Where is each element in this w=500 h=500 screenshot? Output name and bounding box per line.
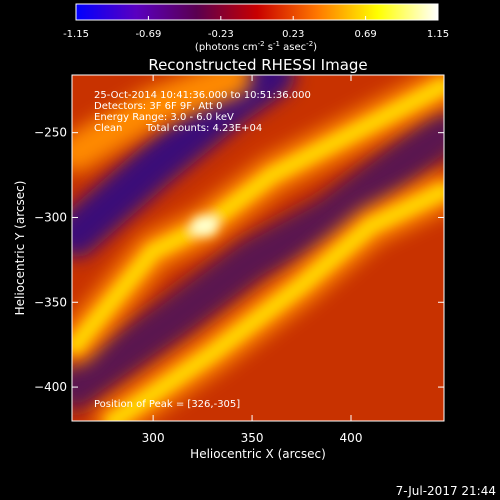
y-tick-label: −300 xyxy=(34,210,67,224)
chart-title: Reconstructed RHESSI Image xyxy=(148,56,367,74)
colorbar-tick-label: -0.23 xyxy=(208,29,234,40)
x-tick-label: 350 xyxy=(241,431,264,445)
x-tick-label: 400 xyxy=(340,431,363,445)
dark-band xyxy=(72,109,444,411)
y-tick-label: −350 xyxy=(34,295,67,309)
clean-text: Clean xyxy=(94,123,122,134)
colorbar-tick-label: -0.69 xyxy=(135,29,161,40)
y-axis-label: Heliocentric Y (arcsec) xyxy=(13,181,27,316)
energy-range-text: Energy Range: 3.0 - 6.0 keV xyxy=(94,112,234,123)
bright-ridge-core xyxy=(105,184,444,421)
total-counts-text: Total counts: 4.23E+04 xyxy=(145,123,262,134)
dark-band xyxy=(72,75,295,258)
plot-frame xyxy=(71,74,445,422)
x-tick-label: 300 xyxy=(142,431,165,445)
detectors-text: Detectors: 3F 6F 9F, Att 0 xyxy=(94,101,222,112)
colorbar xyxy=(75,3,439,21)
axis-ticks: 300 350 400 −250 −300 −350 −400 xyxy=(34,75,444,445)
bright-ridge xyxy=(72,75,252,172)
colorbar-ticks: -1.15 -0.69 -0.23 0.23 0.69 1.15 xyxy=(63,16,449,40)
y-tick-label: −400 xyxy=(34,380,67,394)
colorbar-tick-label: -1.15 xyxy=(63,29,89,40)
x-axis-label: Heliocentric X (arcsec) xyxy=(190,447,326,461)
colorbar-tick-label: 0.23 xyxy=(282,29,304,40)
footer-date: 7-Jul-2017 21:44 xyxy=(396,484,496,498)
y-tick-label: −250 xyxy=(34,126,67,140)
time-range-text: 25-Oct-2014 10:41:36.000 to 10:51:36.000 xyxy=(94,90,311,101)
colorbar-unit-label: (photons cm-2 s-1 asec-2) xyxy=(195,40,317,53)
colorbar-tick-label: 1.15 xyxy=(427,29,449,40)
heatmap-image xyxy=(72,75,444,421)
colorbar-tick-label: 0.69 xyxy=(354,29,376,40)
peak-spot xyxy=(190,214,219,237)
peak-position-text: Position of Peak = [326,-305] xyxy=(94,399,240,410)
